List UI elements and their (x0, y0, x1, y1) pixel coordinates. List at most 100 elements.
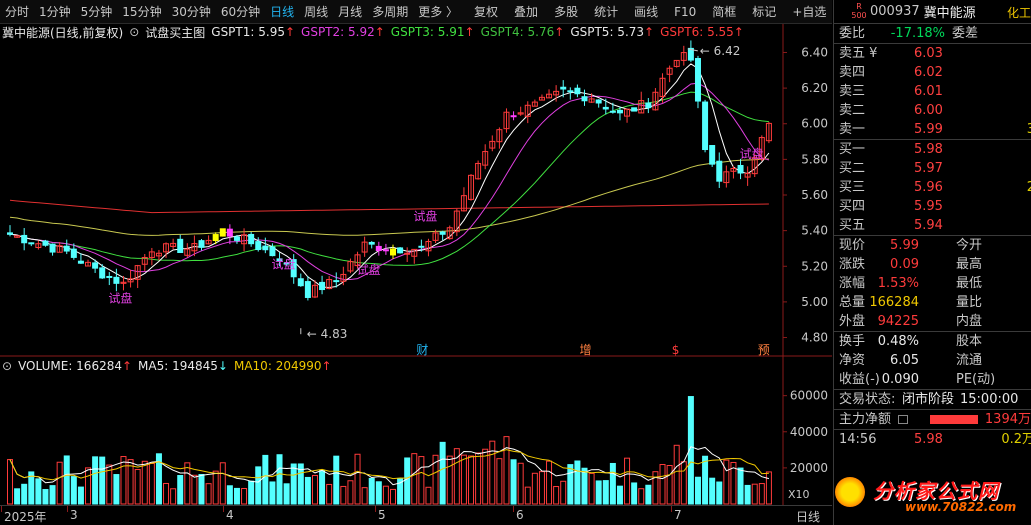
quote-panel: R 500 000937 冀中能源 化工 委比 -17.18% 委差 卖五 ¥ 6.… (833, 0, 1031, 525)
volume-bar (546, 460, 553, 505)
volume-bar (694, 476, 701, 505)
candle-body (503, 111, 510, 130)
trial-signal-label-4: 试盘 (740, 146, 764, 161)
toolbar-button-7[interactable]: 标记 (752, 4, 777, 19)
candle-body (425, 241, 432, 252)
candle-body (311, 284, 318, 298)
volume-bar (517, 462, 524, 505)
candle-body (35, 243, 42, 248)
stat-value: 5.99 (890, 238, 919, 253)
period-tab-0[interactable]: 分时 (5, 4, 30, 19)
flow-bar (930, 415, 978, 424)
volume-bar (14, 488, 21, 505)
volume-bar (375, 481, 382, 505)
period-tab-3[interactable]: 15分钟 (122, 4, 162, 19)
candle-body (709, 145, 716, 165)
volume-bar (127, 459, 134, 505)
period-tab-7[interactable]: 周线 (304, 4, 329, 19)
toolbar-button-8[interactable]: +自选 (792, 4, 827, 19)
period-tab-5[interactable]: 60分钟 (220, 4, 261, 19)
bid-row-1: 买一 5.98 (834, 140, 1031, 159)
candle-body (120, 281, 127, 284)
volume-bar (624, 457, 631, 505)
volume-bar (432, 454, 439, 505)
toolbar-button-5[interactable]: F10 (674, 4, 697, 19)
vol-tick-label: 60000 (790, 389, 828, 403)
period-tab-9[interactable]: 多周期 (372, 4, 409, 19)
period-tab-1[interactable]: 1分钟 (39, 4, 71, 19)
volume-bar (574, 460, 581, 505)
ask-row-2: 卖二 6.00 (834, 101, 1031, 120)
candle-body (638, 100, 645, 114)
candle-body (468, 174, 475, 200)
candle-body (382, 249, 389, 252)
volume-bar (446, 455, 453, 505)
ask-price: 6.01 (914, 84, 943, 99)
indicator-dropdown-icon[interactable]: ⊙ (129, 25, 140, 39)
tick-list: 14:56 5.98 0.2万 (834, 430, 1031, 449)
candle-body (744, 172, 751, 178)
candle-body (177, 238, 184, 254)
candle-body (702, 101, 709, 151)
stat2-value: 6.05 (890, 353, 919, 368)
ask-book: 卖五 ¥ 6.03 卖四 6.02 卖三 6.01 卖二 6.00 卖一 5.99 3 (834, 44, 1031, 139)
period-tab-2[interactable]: 5分钟 (80, 4, 113, 19)
candle-body (70, 248, 77, 258)
ask-price: 5.99 (914, 122, 943, 137)
sector-tag[interactable]: 化工 (1006, 6, 1031, 20)
ma5-name: MA5 (138, 359, 165, 373)
volume-bar (709, 477, 716, 505)
candle-body (453, 210, 460, 233)
stat-label: 现价 (839, 238, 866, 253)
gspt-legend-3: GSPT3: 5.91↑ (390, 25, 475, 39)
bid-label: 买二 (839, 161, 866, 176)
period-tab-10[interactable]: 更多 〉 (418, 4, 459, 19)
volume-bar (106, 464, 113, 505)
flow-detail-icon[interactable] (898, 415, 908, 424)
volume-bar (631, 482, 638, 505)
candle-body (581, 96, 588, 102)
period-tab-6[interactable]: 日线 (270, 4, 295, 19)
candle-body (758, 137, 765, 160)
candle-body (340, 273, 347, 282)
ma5-line (9, 63, 770, 289)
tick-price: 5.98 (914, 432, 943, 447)
toolbar-button-1[interactable]: 叠加 (514, 4, 539, 19)
candle-body (687, 47, 694, 61)
toolbar-button-6[interactable]: 简框 (712, 4, 737, 19)
stat2-row-1: 净资 6.05 流通 (834, 351, 1031, 370)
toolbar-button-2[interactable]: 多股 (554, 4, 579, 19)
candle-body (361, 241, 368, 253)
trial-signal-label-1: 试盘 (272, 256, 296, 271)
volume-dropdown-icon[interactable]: ⊙ (2, 359, 13, 373)
stat-label: 涨幅 (839, 276, 866, 291)
indicator-name[interactable]: 试盘买主图 (145, 25, 206, 40)
stock-name: 冀中能源 (923, 6, 976, 21)
candle-body (446, 227, 453, 240)
volume-bar (226, 485, 233, 505)
candle-body (694, 58, 701, 102)
kline-chart[interactable]: 6.40 6.20 6.00 5.80 5.60 5.40 5.20 5.00 4.80 6000… (0, 24, 832, 505)
quote-stats-2: 换手 0.48% 股本 净资 6.05 流通 收益(-) 0.090 PE(动) (834, 332, 1031, 389)
period-tab-8[interactable]: 月线 (338, 4, 363, 19)
candle-body (241, 234, 248, 245)
stat2-value: 0.48% (877, 334, 919, 349)
gspt-legend-4: GSPT4: 5.76↑ (480, 25, 565, 39)
date-tick (223, 506, 224, 512)
volume-bar (340, 485, 347, 505)
volume-bar (354, 453, 361, 505)
candle-body (326, 279, 333, 290)
bid-label: 买一 (839, 142, 866, 157)
toolbar-button-4[interactable]: 画线 (634, 4, 659, 19)
toolbar-button-0[interactable]: 复权 (474, 4, 499, 19)
candle-body (730, 167, 737, 172)
candle-body (170, 242, 177, 247)
period-tab-4[interactable]: 30分钟 (171, 4, 211, 19)
ask-label: 卖二 (839, 103, 866, 118)
toolbar-button-3[interactable]: 统计 (594, 4, 619, 19)
volume-bar (170, 488, 177, 505)
date-label-2: 4 (226, 508, 234, 522)
volume-bar (347, 480, 354, 505)
bid-qty: 2 (1026, 180, 1031, 195)
volume-bar (255, 466, 262, 505)
